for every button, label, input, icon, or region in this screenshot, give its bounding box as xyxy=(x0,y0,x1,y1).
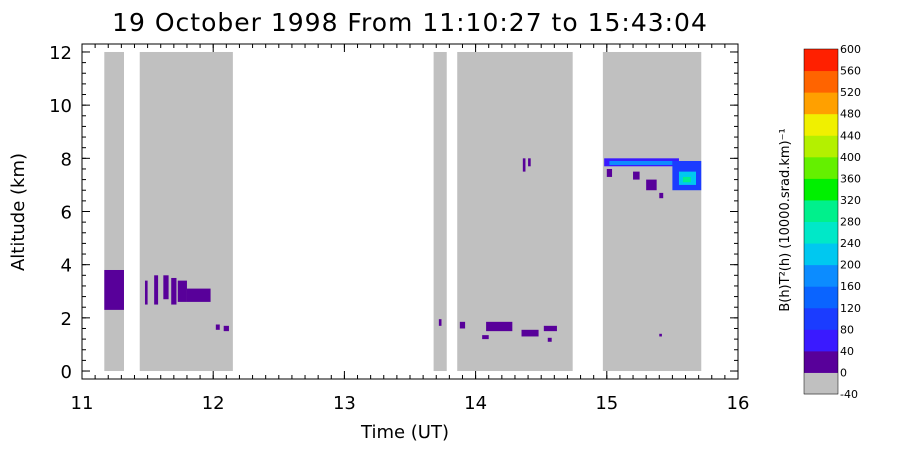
backscatter-feature-11 xyxy=(486,321,513,332)
backscatter-feature-0 xyxy=(104,269,124,310)
colorbar-swatch xyxy=(804,329,838,352)
colorbar-swatch xyxy=(804,307,838,330)
y-tick-label: 6 xyxy=(61,203,72,224)
backscatter-feature-8 xyxy=(223,325,229,332)
y-tick-label: 2 xyxy=(61,309,72,330)
colorbar-swatch xyxy=(804,92,838,115)
observation-window-3 xyxy=(457,51,573,372)
backscatter-feature-4 xyxy=(171,277,177,305)
y-axis-label: Altitude (km) xyxy=(8,153,29,271)
chart-title: 19 October 1998 From 11:10:27 to 15:43:0… xyxy=(112,8,708,37)
colorbar-swatch xyxy=(804,178,838,201)
y-tick-label: 0 xyxy=(61,362,72,383)
x-tick-label: 16 xyxy=(727,393,750,414)
x-tick-label: 11 xyxy=(71,393,94,414)
colorbar-swatch xyxy=(804,156,838,179)
colorbar-tick-label: 480 xyxy=(840,108,861,121)
colorbar-tick-label: 80 xyxy=(840,323,854,336)
colorbar-tick-label: 200 xyxy=(840,259,861,272)
observation-window-1 xyxy=(139,51,233,372)
colorbar-tick-label: 520 xyxy=(840,86,861,99)
y-tick-label: 8 xyxy=(61,149,72,170)
colorbar-tick-label: 600 xyxy=(840,43,861,56)
colorbar-tick-label: 360 xyxy=(840,172,861,185)
colorbar-tick-label: 280 xyxy=(840,216,861,229)
backscatter-feature-25 xyxy=(646,179,657,191)
backscatter-feature-15 xyxy=(547,337,552,342)
backscatter-feature-6 xyxy=(186,288,211,302)
colorbar-swatch xyxy=(804,113,838,136)
colorbar-tick-label: 40 xyxy=(840,345,854,358)
colorbar-tick-label: 160 xyxy=(840,280,861,293)
colorbar-tick-label: 440 xyxy=(840,129,861,142)
backscatter-feature-2 xyxy=(154,275,159,305)
observation-window-0 xyxy=(104,51,124,372)
colorbar-swatch xyxy=(804,372,838,395)
backscatter-feature-10 xyxy=(459,321,466,329)
backscatter-feature-26 xyxy=(659,192,664,199)
backscatter-feature-5 xyxy=(177,280,187,302)
x-tick-label: 12 xyxy=(202,393,225,414)
colorbar: -40 0 40 80 120 160 200 240 280 320 360 400 440 480 52… xyxy=(803,43,861,401)
backscatter-feature-3 xyxy=(163,275,169,300)
colorbar-tick-label: 560 xyxy=(840,65,861,78)
colorbar-swatch xyxy=(804,264,838,287)
axis-ticks: 11 12 13 14 15 16 0 2 4 6 8 10 12 xyxy=(49,43,749,414)
colorbar-swatch xyxy=(804,49,838,72)
observation-window-2 xyxy=(433,51,447,372)
colorbar-tick-label: -40 xyxy=(840,388,858,401)
x-tick-label: 13 xyxy=(333,393,356,414)
colorbar-tick-label: 320 xyxy=(840,194,861,207)
colorbar-tick-label: 0 xyxy=(840,366,847,379)
backscatter-feature-24 xyxy=(633,171,640,180)
backscatter-feature-23 xyxy=(606,168,613,177)
backscatter-feature-1 xyxy=(144,280,148,305)
backscatter-feature-19 xyxy=(609,160,673,165)
y-tick-label: 4 xyxy=(61,256,72,277)
colorbar-tick-label: 120 xyxy=(840,302,861,315)
colorbar-tick-label: 400 xyxy=(840,151,861,164)
colorbar-swatch xyxy=(804,199,838,222)
colorbar-tick-label: 240 xyxy=(840,237,861,250)
colorbar-swatch xyxy=(804,286,838,309)
y-tick-label: 10 xyxy=(49,96,72,117)
colorbar-swatch xyxy=(804,135,838,158)
x-tick-label: 14 xyxy=(464,393,487,414)
y-tick-label: 12 xyxy=(49,43,72,64)
colorbar-swatch xyxy=(804,350,838,373)
backscatter-feature-12 xyxy=(482,335,489,340)
colorbar-swatch xyxy=(804,70,838,93)
backscatter-feature-17 xyxy=(528,158,531,167)
plot-area xyxy=(104,51,702,372)
colorbar-swatch xyxy=(804,221,838,244)
colorbar-swatch xyxy=(804,243,838,266)
backscatter-feature-14 xyxy=(543,325,557,332)
observation-window-4 xyxy=(602,51,702,372)
backscatter-feature-22 xyxy=(682,176,691,183)
backscatter-feature-7 xyxy=(215,324,220,330)
colorbar-frame xyxy=(803,48,839,395)
x-axis-label: Time (UT) xyxy=(360,422,449,443)
x-tick-label: 15 xyxy=(595,393,618,414)
backscatter-feature-16 xyxy=(522,158,526,172)
backscatter-feature-13 xyxy=(521,329,539,337)
colorbar-label: B(h)T²(h) (10000.srad.km)⁻¹ xyxy=(778,128,793,311)
backscatter-feature-9 xyxy=(438,319,442,326)
backscatter-feature-27 xyxy=(659,333,662,337)
